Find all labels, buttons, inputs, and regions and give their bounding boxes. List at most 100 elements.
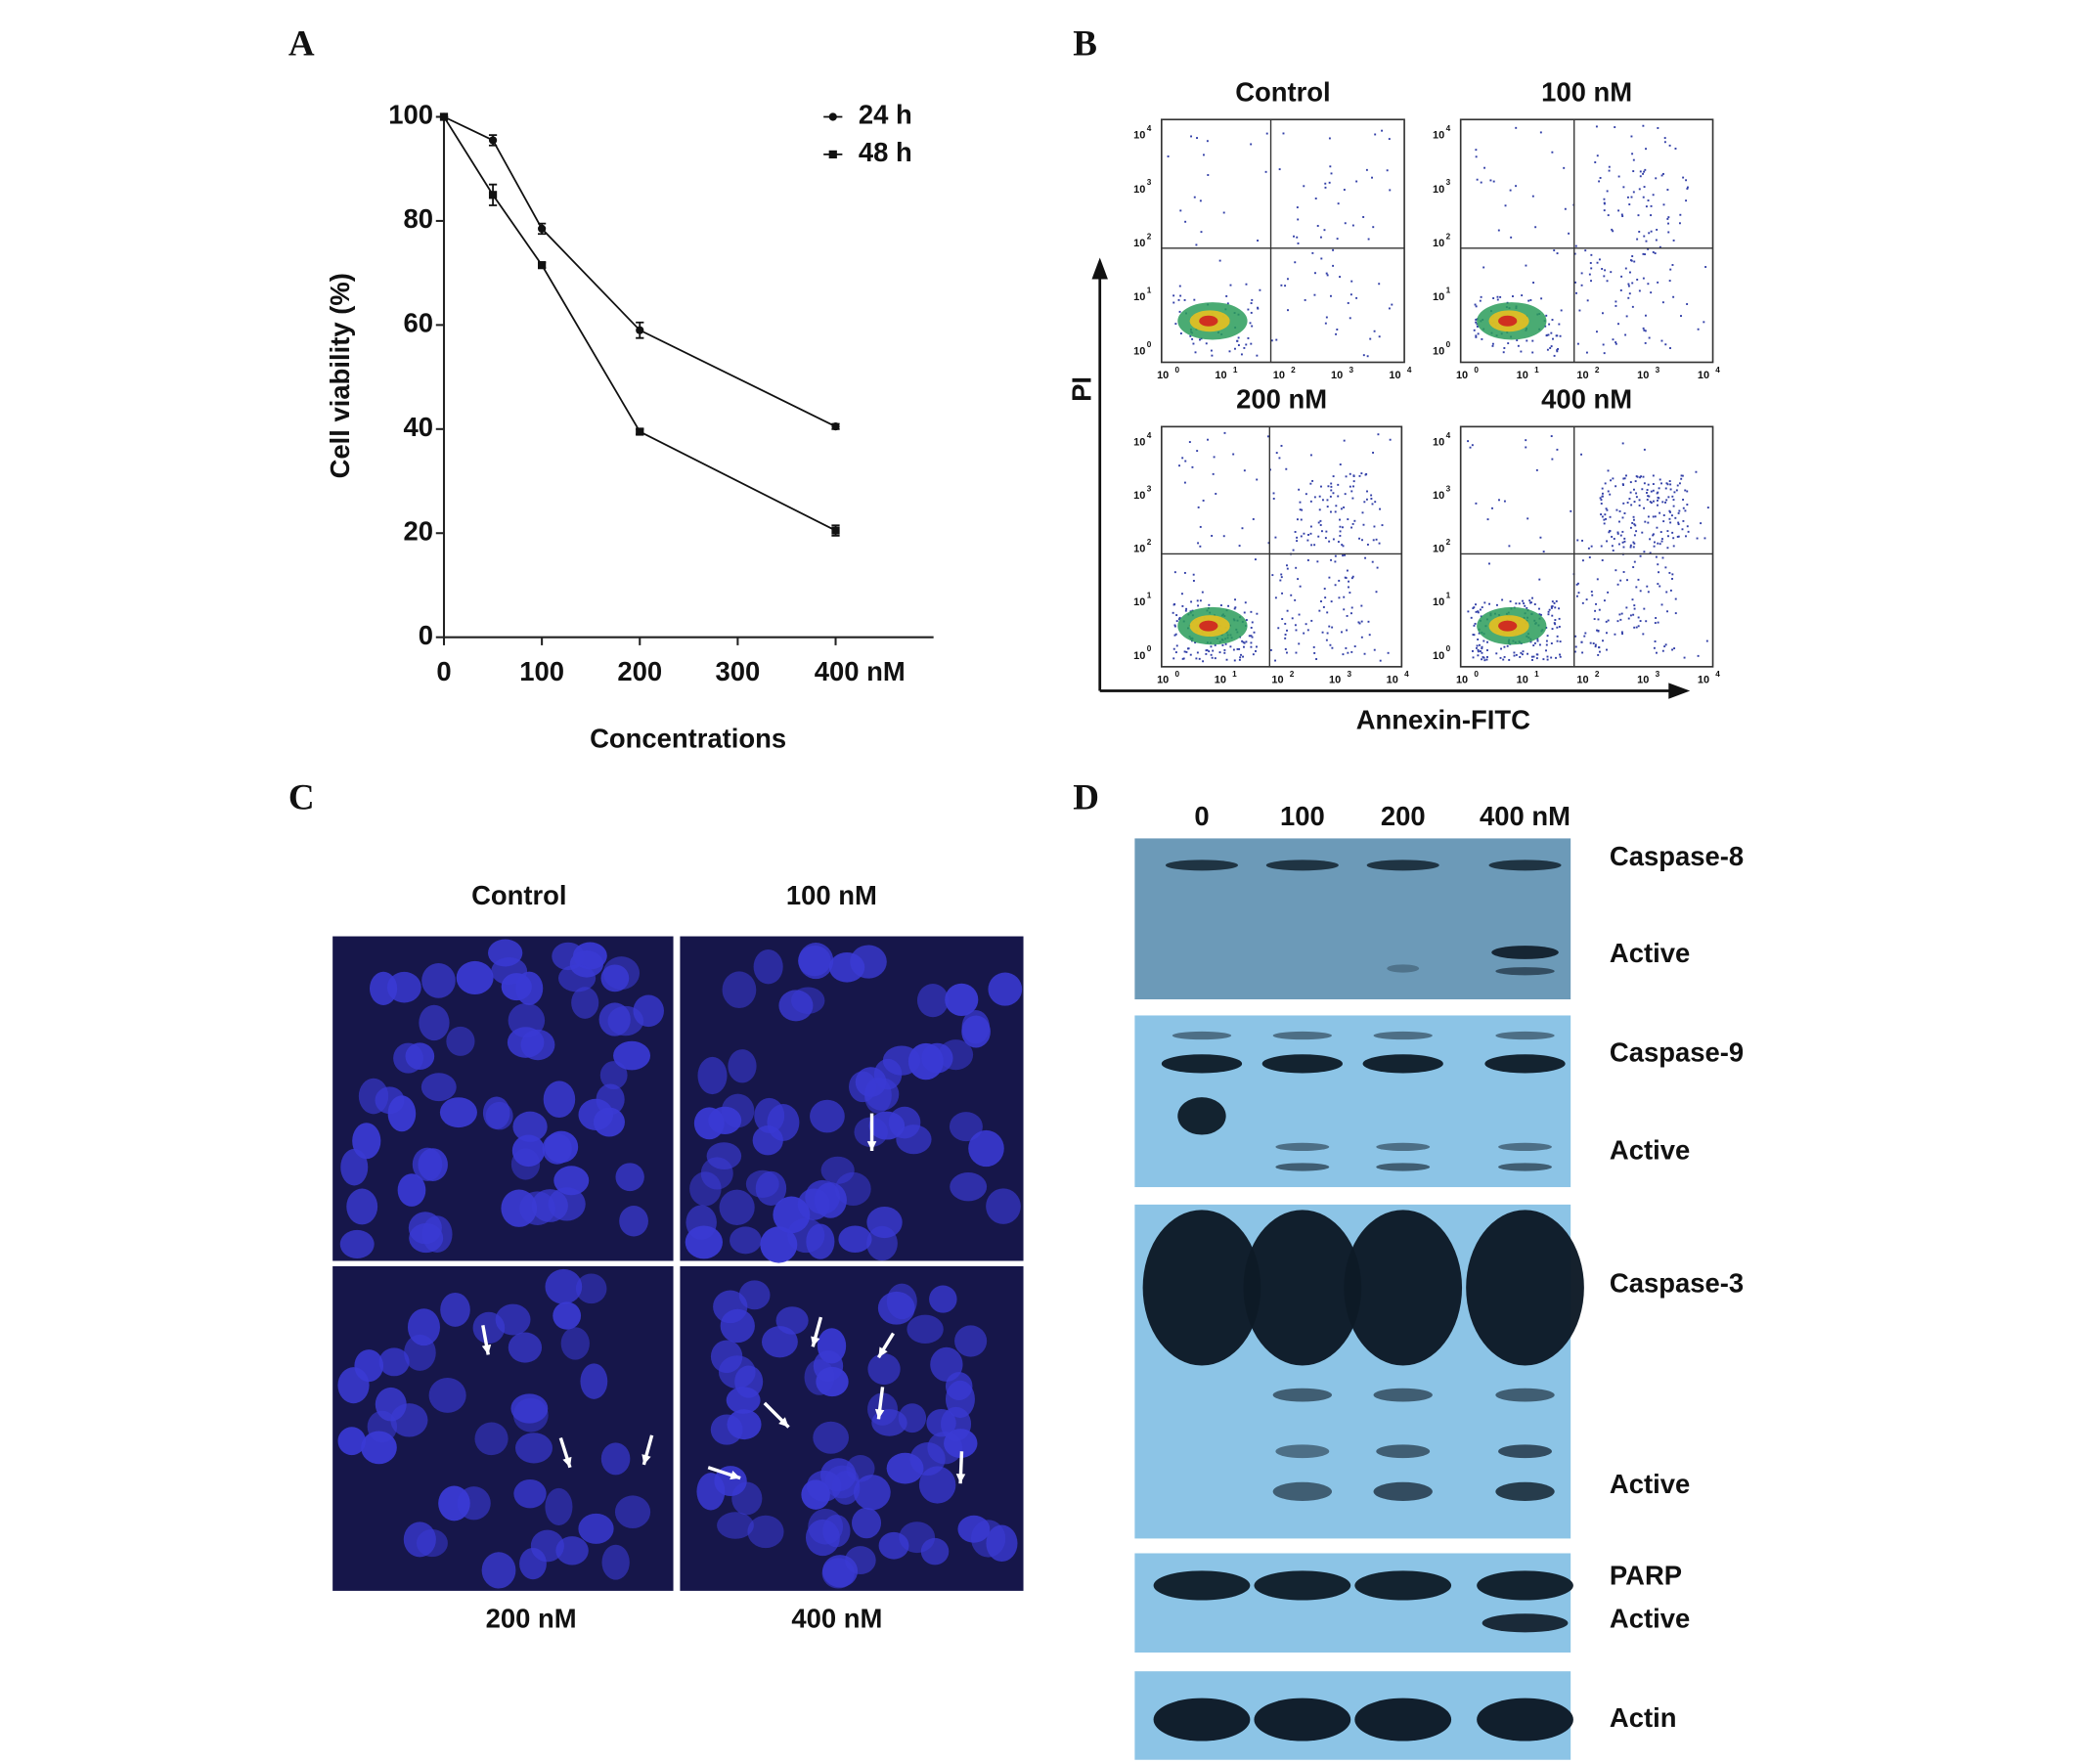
event-dot bbox=[1634, 480, 1637, 483]
event-dot bbox=[1344, 576, 1347, 579]
nucleus bbox=[722, 971, 757, 1009]
event-dot bbox=[1284, 647, 1287, 650]
band bbox=[1153, 1570, 1251, 1601]
event-dot bbox=[1600, 545, 1603, 548]
event-dot bbox=[1292, 549, 1295, 551]
event-dot bbox=[1184, 460, 1187, 463]
plot-title: 200 nM bbox=[1236, 384, 1327, 415]
band bbox=[1275, 1444, 1330, 1459]
event-dot bbox=[1320, 257, 1323, 260]
event-dot bbox=[1679, 213, 1682, 216]
event-dot bbox=[1184, 609, 1187, 612]
event-dot bbox=[1367, 620, 1370, 623]
event-dot bbox=[1488, 602, 1491, 605]
event-dot bbox=[1629, 259, 1632, 262]
event-dot bbox=[1650, 502, 1653, 505]
event-dot bbox=[1609, 530, 1612, 532]
arrowhead bbox=[778, 1417, 789, 1428]
event-dot bbox=[1287, 309, 1289, 312]
event-dot bbox=[1364, 473, 1367, 476]
event-dot bbox=[1286, 629, 1288, 632]
tick-exponent: 1 bbox=[1233, 366, 1238, 375]
arrowhead bbox=[878, 1346, 888, 1358]
event-dot bbox=[1488, 562, 1490, 565]
nucleus bbox=[337, 1427, 367, 1456]
event-dot bbox=[1550, 642, 1553, 644]
event-dot bbox=[1227, 604, 1230, 607]
event-dot bbox=[1336, 238, 1339, 241]
event-dot bbox=[1622, 546, 1625, 549]
event-dot bbox=[1673, 491, 1676, 494]
tick-base: 10 bbox=[1133, 490, 1145, 502]
event-dot bbox=[1475, 305, 1478, 308]
event-dot bbox=[1330, 482, 1333, 485]
event-dot bbox=[1347, 301, 1349, 304]
event-dot bbox=[1229, 645, 1232, 648]
event-dot bbox=[1622, 186, 1625, 189]
event-dot bbox=[1629, 526, 1632, 529]
tick-base: 10 bbox=[1133, 184, 1145, 196]
event-dot bbox=[1643, 186, 1646, 189]
tick-base: 10 bbox=[1157, 674, 1169, 685]
event-dot bbox=[1597, 618, 1600, 621]
event-dot bbox=[1653, 545, 1656, 548]
event-dot bbox=[1349, 485, 1351, 488]
data-point bbox=[636, 427, 644, 436]
event-dot bbox=[1595, 602, 1597, 605]
tick-exponent: 1 bbox=[1534, 670, 1539, 679]
event-dot bbox=[1340, 507, 1343, 510]
event-dot bbox=[1173, 634, 1176, 637]
event-dot bbox=[1524, 604, 1526, 607]
event-dot bbox=[1238, 647, 1241, 650]
event-dot bbox=[1342, 545, 1345, 548]
event-dot bbox=[1515, 185, 1518, 188]
event-dot bbox=[1553, 249, 1556, 252]
event-dot bbox=[1337, 495, 1340, 498]
event-dot bbox=[1646, 489, 1649, 491]
event-dot bbox=[1309, 454, 1312, 457]
event-dot bbox=[1244, 601, 1247, 604]
event-dot bbox=[1325, 272, 1328, 275]
event-dot bbox=[1630, 135, 1633, 138]
event-dot bbox=[1632, 546, 1635, 549]
event-dot bbox=[1329, 510, 1332, 513]
band bbox=[1354, 1698, 1452, 1742]
data-point bbox=[538, 261, 547, 270]
event-dot bbox=[1536, 653, 1539, 656]
event-dot bbox=[1687, 530, 1690, 533]
event-dot bbox=[1586, 299, 1589, 302]
nucleus bbox=[615, 1163, 644, 1192]
nucleus bbox=[730, 1226, 762, 1255]
event-dot bbox=[1349, 612, 1352, 615]
event-dot bbox=[1551, 628, 1554, 631]
event-dot bbox=[1644, 520, 1647, 523]
nucleus bbox=[560, 1327, 590, 1360]
event-dot bbox=[1556, 350, 1559, 353]
tick-exponent: 2 bbox=[1291, 366, 1296, 375]
nucleus bbox=[575, 1273, 607, 1304]
event-dot bbox=[1538, 643, 1541, 646]
event-dot bbox=[1577, 592, 1580, 595]
nucleus bbox=[513, 1478, 547, 1509]
event-dot bbox=[1605, 632, 1608, 635]
event-dot bbox=[1338, 579, 1341, 582]
event-dot bbox=[1624, 333, 1627, 336]
event-dot bbox=[1645, 148, 1648, 151]
event-dot bbox=[1573, 650, 1576, 653]
event-dot bbox=[1635, 626, 1638, 629]
nucleus bbox=[346, 1188, 378, 1225]
event-dot bbox=[1348, 586, 1349, 589]
tick-base: 10 bbox=[1576, 370, 1588, 381]
event-dot bbox=[1313, 544, 1316, 547]
event-dot bbox=[1498, 499, 1500, 502]
event-dot bbox=[1475, 502, 1478, 505]
event-dot bbox=[1669, 488, 1672, 491]
event-dot bbox=[1676, 484, 1679, 487]
event-dot bbox=[1659, 511, 1661, 514]
event-dot bbox=[1234, 347, 1236, 350]
y-tick-label: 80 bbox=[404, 203, 434, 234]
event-dot bbox=[1307, 533, 1309, 536]
event-dot bbox=[1326, 499, 1329, 502]
event-dot bbox=[1637, 578, 1640, 581]
nucleus bbox=[806, 1223, 835, 1259]
